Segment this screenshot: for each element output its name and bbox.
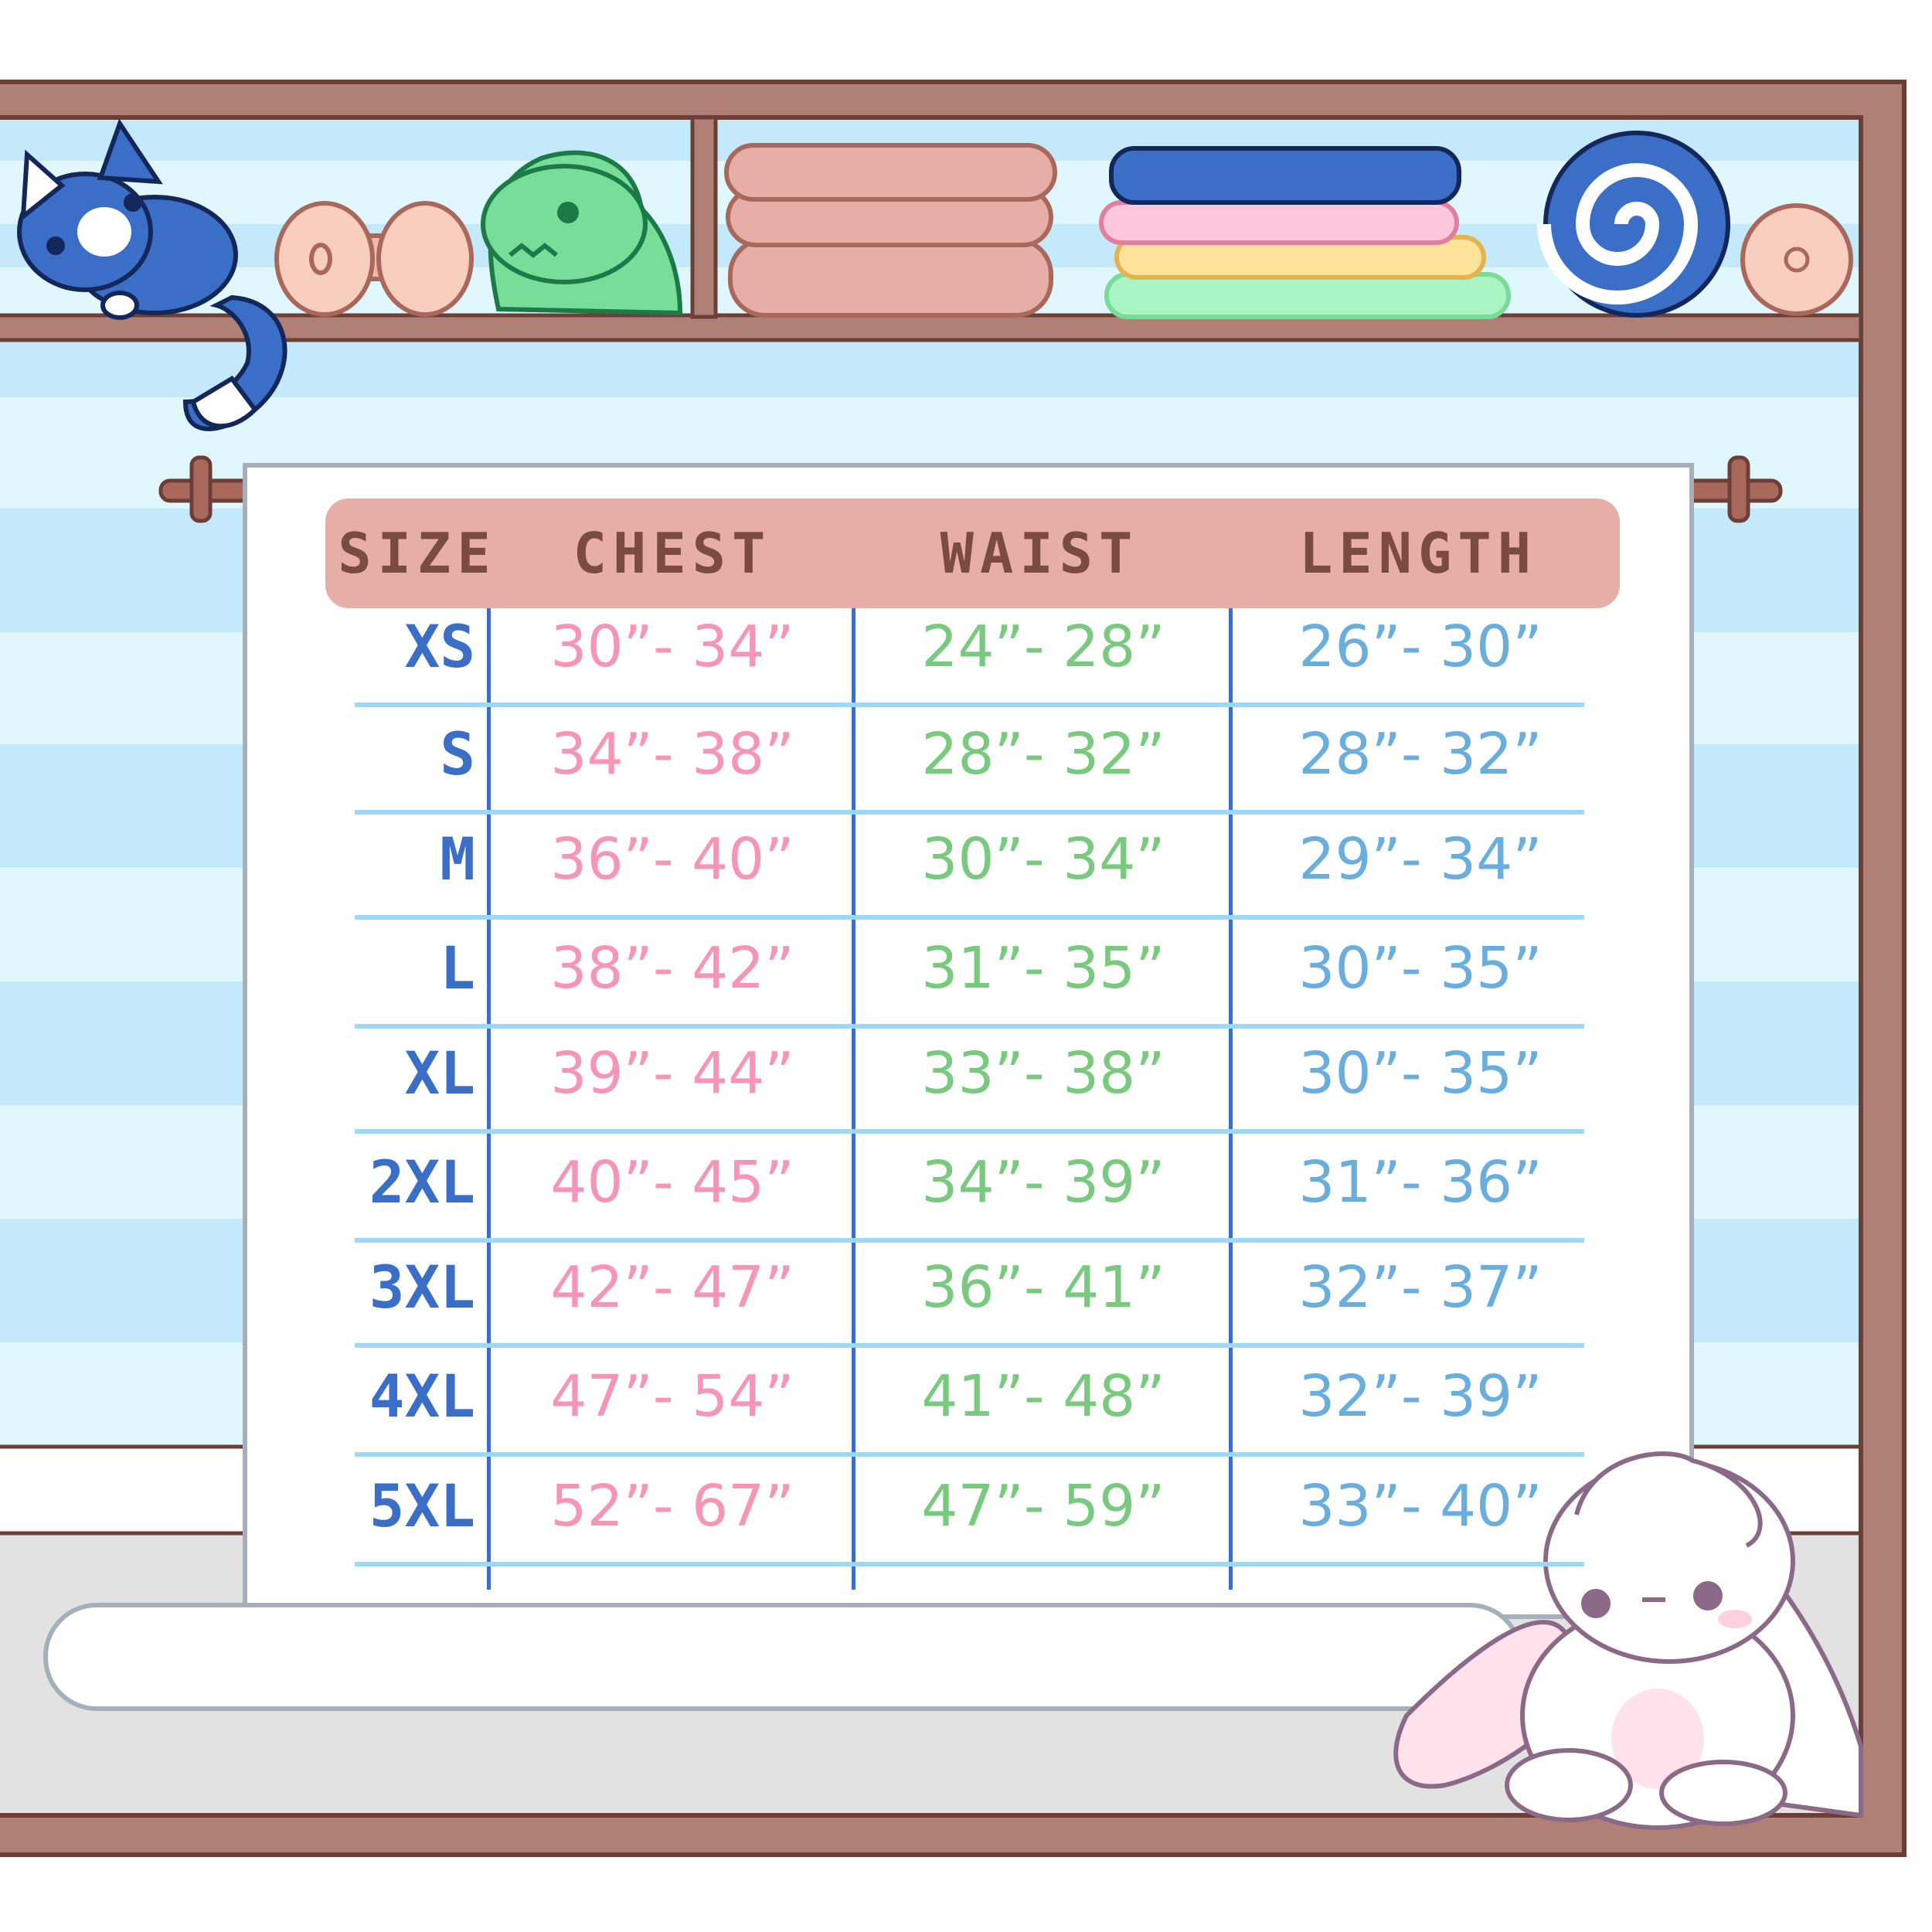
size-label: 3XL xyxy=(369,1253,475,1321)
length-value: 28”- 32” xyxy=(1298,721,1543,787)
row-divider xyxy=(355,1452,1584,1457)
column-divider xyxy=(1229,608,1233,1590)
chest-value: 34”- 38” xyxy=(550,721,794,787)
row-divider xyxy=(355,1129,1584,1134)
waist-value: 36”- 41” xyxy=(921,1254,1165,1321)
shelf-divider xyxy=(690,115,718,319)
paper-roll xyxy=(43,1603,1523,1711)
waist-value: 47”- 59” xyxy=(921,1473,1165,1539)
row-divider xyxy=(355,810,1584,815)
chest-value: 47”- 54” xyxy=(550,1363,794,1430)
waist-value: 41”- 48” xyxy=(921,1363,1165,1430)
waist-value: 28”- 32” xyxy=(921,721,1165,787)
length-value: 32”- 39” xyxy=(1298,1363,1543,1430)
row-divider xyxy=(355,1343,1584,1348)
column-divider xyxy=(487,608,491,1590)
size-label: 2XL xyxy=(369,1148,475,1216)
chest-value: 39”- 44” xyxy=(550,1040,794,1107)
size-label: 5XL xyxy=(369,1471,475,1540)
bunny-plush xyxy=(1393,1451,1863,1830)
waist-value: 34”- 39” xyxy=(921,1149,1165,1216)
size-chart-paper xyxy=(243,463,1694,1619)
length-value: 26”- 30” xyxy=(1298,614,1543,680)
header-length: LENGTH xyxy=(1298,521,1538,586)
top-shelf xyxy=(0,313,1863,342)
length-value: 33”- 40” xyxy=(1298,1473,1543,1539)
row-divider xyxy=(355,1024,1584,1029)
row-divider xyxy=(355,1562,1584,1566)
row-divider xyxy=(355,702,1584,707)
dumbbell xyxy=(274,201,474,317)
header-chest: CHEST xyxy=(573,521,772,586)
length-value: 29”- 34” xyxy=(1298,826,1543,893)
size-label: L xyxy=(440,934,475,1002)
waist-value: 33”- 38” xyxy=(921,1040,1165,1107)
length-value: 32”- 37” xyxy=(1298,1254,1543,1321)
row-divider xyxy=(355,915,1584,920)
header-bar xyxy=(325,498,1620,608)
header-waist: WAIST xyxy=(940,521,1139,586)
chest-value: 38”- 42” xyxy=(550,935,794,1002)
chest-value: 40”- 45” xyxy=(550,1149,794,1216)
size-label: XL xyxy=(404,1039,475,1107)
folded-towels-colorful xyxy=(1099,146,1511,319)
folded-towels-pink xyxy=(724,143,1057,318)
size-label: XS xyxy=(404,612,475,681)
cat-plush xyxy=(17,118,287,431)
row-divider xyxy=(355,1238,1584,1243)
waist-value: 30”- 34” xyxy=(921,826,1165,893)
waist-value: 31”- 35” xyxy=(921,935,1165,1002)
size-label: S xyxy=(440,719,475,788)
length-value: 31”- 36” xyxy=(1298,1149,1543,1216)
chest-value: 52”- 67” xyxy=(550,1473,794,1539)
chest-value: 30”- 34” xyxy=(550,614,794,680)
waist-value: 24”- 28” xyxy=(921,614,1165,680)
length-value: 30”- 35” xyxy=(1298,935,1543,1002)
chest-value: 42”- 47” xyxy=(550,1254,794,1321)
blue-rolled-towel xyxy=(1537,131,1853,318)
length-value: 30”- 35” xyxy=(1298,1040,1543,1107)
chest-value: 36”- 40” xyxy=(550,826,794,893)
header-size: SIZE xyxy=(338,521,497,586)
column-divider xyxy=(852,608,855,1590)
dinosaur-plush xyxy=(481,150,683,316)
size-label: 4XL xyxy=(369,1362,475,1430)
size-label: M xyxy=(440,825,475,893)
